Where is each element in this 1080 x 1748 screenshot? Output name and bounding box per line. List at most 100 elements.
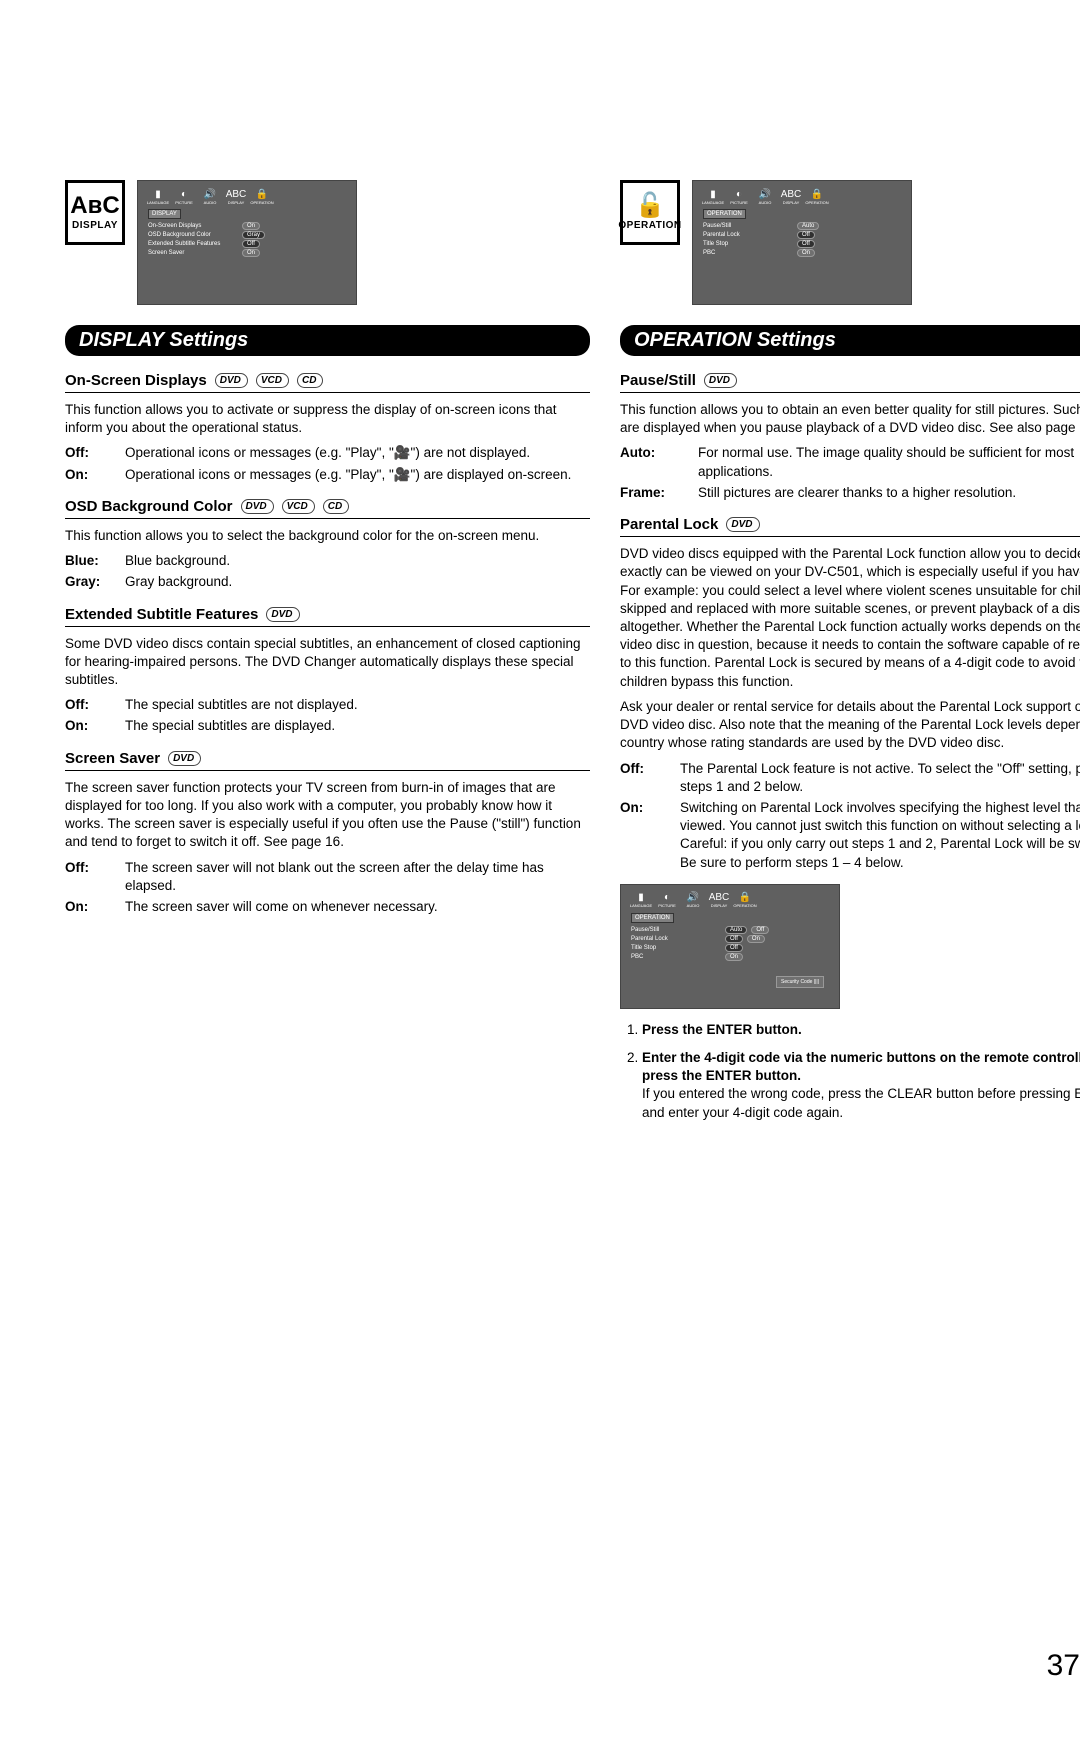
subheading-title: Pause/Still — [620, 372, 696, 389]
section-intro: This function allows you to activate or … — [65, 401, 590, 437]
security-code-popup: Security Code |||| — [776, 976, 824, 988]
left-top-row: AʙC DISPLAY ▮LANGUAGE ◐PICTURE 🔊AUDIO AB… — [65, 180, 590, 305]
menu-tab: ABCDISPLAY — [709, 893, 729, 909]
menu-tab: 🔊AUDIO — [755, 189, 775, 205]
vcd-tag: VCD — [282, 499, 315, 514]
def-row: Off:The Parental Lock feature is not act… — [620, 760, 1080, 796]
menu-tab: 🔒OPERATION — [252, 189, 272, 205]
menu-row: Pause/StillAutoOff — [631, 926, 829, 934]
menu-row: Parental LockOff — [703, 231, 901, 239]
extended-subtitle-heading: Extended Subtitle Features DVD — [65, 606, 590, 627]
definition-list: Off:Operational icons or messages (e.g. … — [65, 444, 590, 483]
left-column: AʙC DISPLAY ▮LANGUAGE ◐PICTURE 🔊AUDIO AB… — [65, 180, 590, 1132]
def-row: On:The special subtitles are displayed. — [65, 717, 590, 735]
menu-tabs: ▮LANGUAGE ◐PICTURE 🔊AUDIO ABCDISPLAY 🔒OP… — [631, 893, 829, 909]
subheading-title: On-Screen Displays — [65, 372, 207, 389]
def-row: Auto:For normal use. The image quality s… — [620, 444, 1080, 480]
menu-tab: ▮LANGUAGE — [703, 189, 723, 205]
menu-row: OSD Background ColorGray — [148, 231, 346, 239]
display-settings-heading: DISPLAY Settings — [65, 325, 590, 356]
menu-row: PBCOn — [703, 249, 901, 257]
section-intro: Some DVD video discs contain special sub… — [65, 635, 590, 690]
page-number: 37 — [1047, 1649, 1080, 1683]
menu-section-label: OPERATION — [631, 913, 674, 923]
abc-glyph: AʙC — [70, 194, 119, 218]
operation-category-icon: 🔓 OPERATION — [620, 180, 680, 245]
cd-tag: CD — [323, 499, 349, 514]
menu-row: On-Screen DisplaysOn — [148, 222, 346, 230]
right-column: 🔓 OPERATION ▮LANGUAGE ◐PICTURE 🔊AUDIO AB… — [620, 180, 1080, 1132]
lock-glyph: 🔓 — [635, 194, 665, 218]
steps-list: Press the ENTER button. Enter the 4-digi… — [620, 1021, 1080, 1122]
menu-section-label: DISPLAY — [148, 209, 181, 219]
menu-section-label: OPERATION — [703, 209, 746, 219]
page-columns: AʙC DISPLAY ▮LANGUAGE ◐PICTURE 🔊AUDIO AB… — [65, 180, 1080, 1132]
menu-tab: ◐PICTURE — [729, 189, 749, 205]
step-item: Enter the 4-digit code via the numeric b… — [642, 1049, 1080, 1122]
def-row: On:Switching on Parental Lock involves s… — [620, 799, 1080, 872]
definition-list: Off:The screen saver will not blank out … — [65, 859, 590, 917]
menu-row: PBCOn — [631, 953, 829, 961]
def-row: Frame:Still pictures are clearer thanks … — [620, 484, 1080, 502]
operation-settings-heading: OPERATION Settings — [620, 325, 1080, 356]
dvd-tag: DVD — [241, 499, 274, 514]
right-top-row: 🔓 OPERATION ▮LANGUAGE ◐PICTURE 🔊AUDIO AB… — [620, 180, 1080, 305]
menu-row: Extended Subtitle FeaturesOff — [148, 240, 346, 248]
definition-list: Blue:Blue background. Gray:Gray backgrou… — [65, 552, 590, 591]
dvd-tag: DVD — [726, 517, 759, 532]
menu-tab: 🔊AUDIO — [683, 893, 703, 909]
parental-lock-heading: Parental Lock DVD — [620, 516, 1080, 537]
def-row: Blue:Blue background. — [65, 552, 590, 570]
menu-tabs: ▮LANGUAGE ◐PICTURE 🔊AUDIO ABCDISPLAY 🔒OP… — [148, 189, 346, 205]
display-category-icon: AʙC DISPLAY — [65, 180, 125, 245]
subheading-title: Screen Saver — [65, 750, 160, 767]
def-row: Off:Operational icons or messages (e.g. … — [65, 444, 590, 462]
subheading-title: Parental Lock — [620, 516, 718, 533]
menu-row: Title StopOff — [631, 944, 829, 952]
screen-saver-heading: Screen Saver DVD — [65, 750, 590, 771]
dvd-tag: DVD — [266, 607, 299, 622]
definition-list: Auto:For normal use. The image quality s… — [620, 444, 1080, 502]
menu-tab: ◐PICTURE — [174, 189, 194, 205]
menu-tabs: ▮LANGUAGE ◐PICTURE 🔊AUDIO ABCDISPLAY 🔒OP… — [703, 189, 901, 205]
menu-tab: ABCDISPLAY — [226, 189, 246, 205]
menu-row: Pause/StillAuto — [703, 222, 901, 230]
menu-tab: 🔒OPERATION — [807, 189, 827, 205]
menu-row: Title StopOff — [703, 240, 901, 248]
def-row: On:The screen saver will come on wheneve… — [65, 898, 590, 916]
menu-row: Screen SaverOn — [148, 249, 346, 257]
section-intro: The screen saver function protects your … — [65, 779, 590, 852]
step-item: Press the ENTER button. — [642, 1021, 1080, 1039]
vcd-tag: VCD — [256, 373, 289, 388]
display-label: DISPLAY — [72, 220, 118, 231]
operation-label: OPERATION — [618, 220, 681, 231]
osd-bgcolor-heading: OSD Background Color DVD VCD CD — [65, 498, 590, 519]
def-row: On:Operational icons or messages (e.g. "… — [65, 466, 590, 484]
section-intro2: Ask your dealer or rental service for de… — [620, 698, 1080, 753]
section-intro: DVD video discs equipped with the Parent… — [620, 545, 1080, 691]
dvd-tag: DVD — [168, 751, 201, 766]
display-menu-screenshot: ▮LANGUAGE ◐PICTURE 🔊AUDIO ABCDISPLAY 🔒OP… — [137, 180, 357, 305]
menu-tab: ABCDISPLAY — [781, 189, 801, 205]
operation-menu-screenshot: ▮LANGUAGE ◐PICTURE 🔊AUDIO ABCDISPLAY 🔒OP… — [692, 180, 912, 305]
on-screen-displays-heading: On-Screen Displays DVD VCD CD — [65, 372, 590, 393]
dvd-tag: DVD — [704, 373, 737, 388]
menu-tab: ◐PICTURE — [657, 893, 677, 909]
page: AʙC DISPLAY ▮LANGUAGE ◐PICTURE 🔊AUDIO AB… — [65, 180, 1080, 1708]
menu-tab: ▮LANGUAGE — [148, 189, 168, 205]
menu-tab: 🔊AUDIO — [200, 189, 220, 205]
subheading-title: Extended Subtitle Features — [65, 606, 258, 623]
parental-lock-menu-screenshot: ▮LANGUAGE ◐PICTURE 🔊AUDIO ABCDISPLAY 🔒OP… — [620, 884, 840, 1009]
def-row: Off:The special subtitles are not displa… — [65, 696, 590, 714]
menu-tab: ▮LANGUAGE — [631, 893, 651, 909]
definition-list: Off:The special subtitles are not displa… — [65, 696, 590, 735]
def-row: Gray:Gray background. — [65, 573, 590, 591]
def-row: Off:The screen saver will not blank out … — [65, 859, 590, 895]
section-intro: This function allows you to obtain an ev… — [620, 401, 1080, 437]
dvd-tag: DVD — [215, 373, 248, 388]
menu-tab: 🔒OPERATION — [735, 893, 755, 909]
subheading-title: OSD Background Color — [65, 498, 233, 515]
cd-tag: CD — [297, 373, 323, 388]
pause-still-heading: Pause/Still DVD — [620, 372, 1080, 393]
definition-list: Off:The Parental Lock feature is not act… — [620, 760, 1080, 872]
